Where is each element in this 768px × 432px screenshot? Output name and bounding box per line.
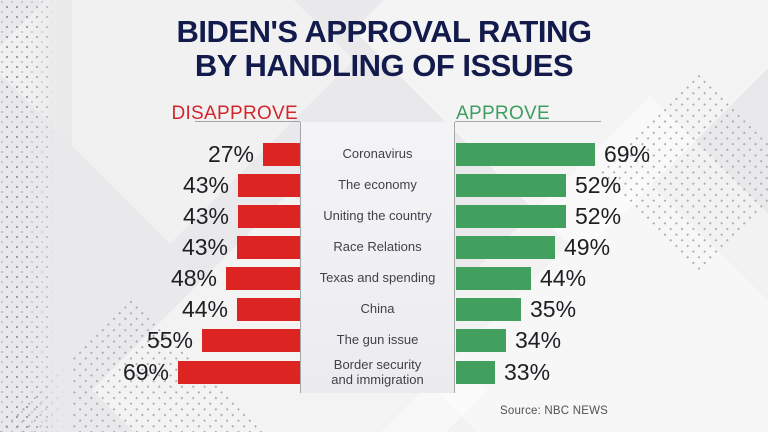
disapprove-bar-group: 69% [123,356,300,389]
chart-rows: 27% Coronavirus 69% 43% The economy 52% 43% Uni… [0,139,768,389]
approve-bar-group: 52% [456,201,621,232]
disapprove-value: 69% [122,359,169,385]
approve-bar-group: 49% [456,232,610,263]
approve-bar-group: 69% [456,139,650,170]
approve-bar-group: 35% [456,294,576,325]
chart-row: 44% China 35% [0,294,768,325]
approve-value: 69% [604,141,651,167]
approve-bar [456,329,506,352]
disapprove-bar-group: 27% [208,139,300,170]
disapprove-bar [238,205,300,228]
disapprove-bar [178,361,300,384]
approve-value: 52% [575,172,622,198]
disapprove-bar-group: 43% [183,201,300,232]
disapprove-header: DISAPPROVE [171,103,298,124]
approve-bar-group: 33% [456,356,550,389]
chart-row: 43% The economy 52% [0,170,768,201]
disapprove-bar [263,143,300,166]
source-credit: Source: NBC NEWS [500,405,609,417]
approve-bar [456,267,531,290]
disapprove-bar [237,298,300,321]
disapprove-value: 44% [181,296,228,322]
chart-title-line2: BY HANDLING OF ISSUES [194,48,574,83]
category-label: Border security and immigration [331,357,424,387]
disapprove-bar [226,267,300,290]
chart-title: BIDEN'S APPROVAL RATING BY HANDLING OF I… [0,15,768,83]
chart-row: 27% Coronavirus 69% [0,139,768,170]
approve-bar-group: 44% [456,263,586,294]
approve-value: 49% [564,234,611,260]
approve-value: 35% [530,296,577,322]
category-label: Uniting the country [323,208,432,224]
disapprove-bar-group: 48% [171,263,300,294]
approve-bar-group: 52% [456,170,621,201]
rule-line-right [455,121,601,122]
disapprove-value: 43% [181,234,228,260]
approve-bar [456,143,595,166]
disapprove-bar-group: 43% [183,170,300,201]
disapprove-value: 48% [170,265,217,291]
disapprove-value: 43% [182,203,229,229]
disapprove-bar [238,174,300,197]
disapprove-value: 43% [182,172,229,198]
chart-row: 55% The gun issue 34% [0,325,768,356]
chart-row: 43% Race Relations 49% [0,232,768,263]
approve-bar [456,361,495,384]
disapprove-bar [237,236,300,259]
category-label: The economy [338,177,417,193]
disapprove-value: 27% [207,141,254,167]
disapprove-bar-group: 55% [147,325,300,356]
rule-line-left [195,121,300,122]
approve-value: 52% [575,203,622,229]
chart-row: 69% Border security and immigration 33% [0,356,768,389]
approve-value: 34% [515,327,562,353]
approve-bar-group: 34% [456,325,561,356]
approve-value: 44% [540,265,587,291]
disapprove-bar-group: 44% [182,294,300,325]
category-label: The gun issue [336,332,419,348]
chart-row: 48% Texas and spending 44% [0,263,768,294]
chart-row: 43% Uniting the country 52% [0,201,768,232]
approve-bar [456,174,566,197]
category-label: Coronavirus [342,146,413,162]
category-label: China [360,301,395,317]
approve-bar [456,298,521,321]
disapprove-value: 55% [146,327,193,353]
category-label: Texas and spending [319,270,436,286]
chart-title-line1: BIDEN'S APPROVAL RATING [176,14,592,49]
approve-bar [456,236,555,259]
approve-bar [456,205,566,228]
category-label: Race Relations [333,239,422,255]
disapprove-bar [202,329,300,352]
disapprove-bar-group: 43% [182,232,300,263]
approve-value: 33% [504,359,551,385]
